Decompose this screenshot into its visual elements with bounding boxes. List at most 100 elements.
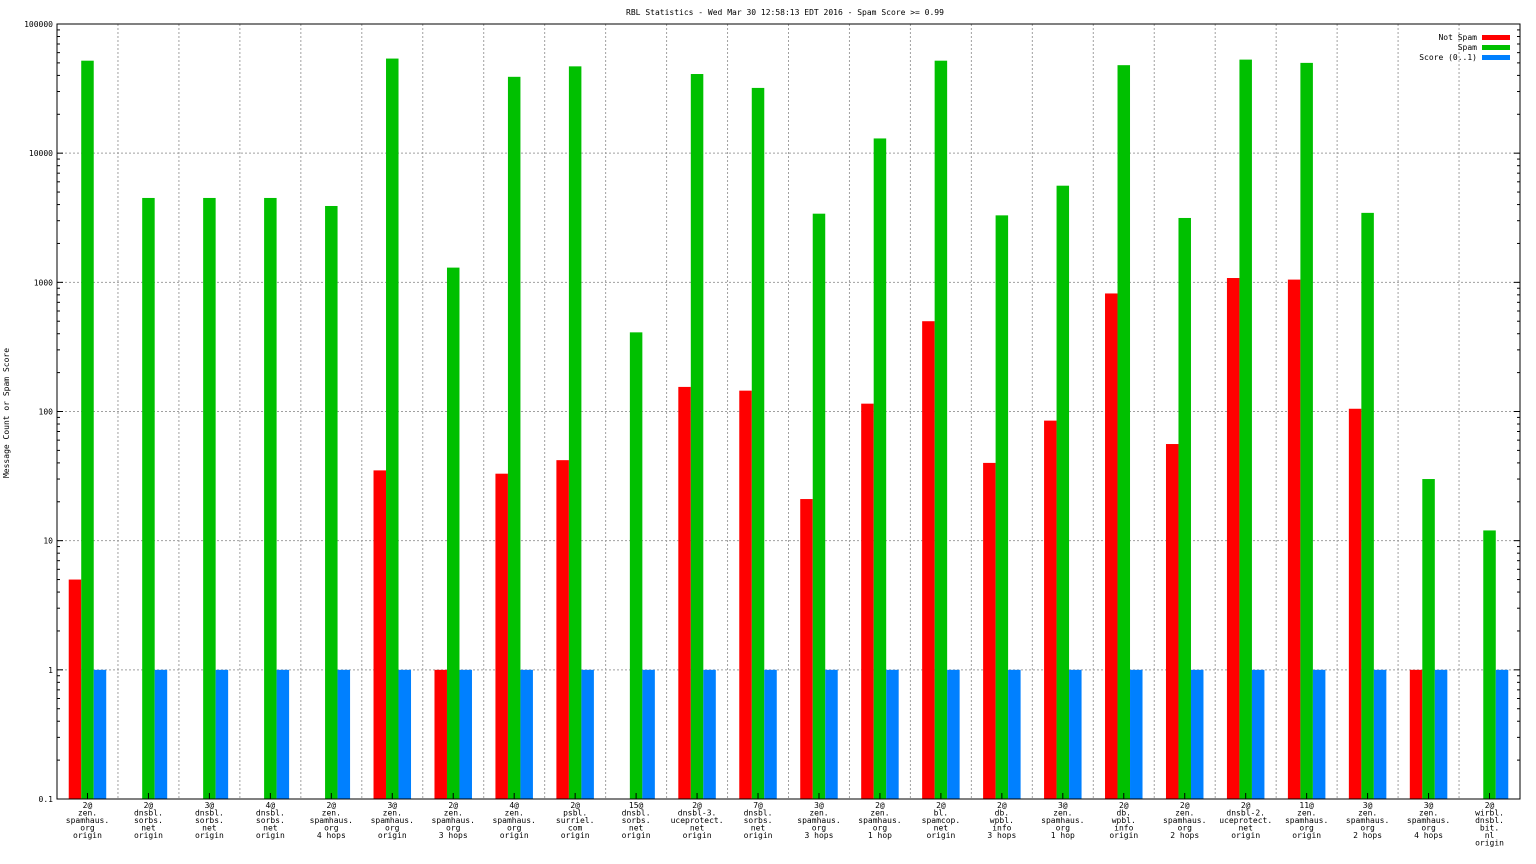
x-tick-label: 3@ (1363, 801, 1373, 810)
y-axis-label: Message Count or Spam Score (2, 348, 11, 478)
x-tick-label: spamhaus. (1285, 816, 1328, 825)
x-tick-label: uceprotect. (671, 816, 724, 825)
bar-spam (1178, 217, 1191, 800)
bar-not-spam (861, 403, 874, 799)
x-tick-label: org (812, 824, 827, 833)
bar-score-0-1 (398, 669, 412, 799)
x-tick-label: zen. (1419, 809, 1438, 818)
x-tick-label: dnsbl-3. (678, 809, 717, 818)
x-tick-label: zen. (870, 809, 889, 818)
bar-not-spam (1165, 444, 1179, 799)
x-tick-label: zen. (1053, 809, 1072, 818)
x-tick-label: zen. (322, 809, 341, 818)
bar-not-spam (1287, 279, 1301, 799)
x-tick-label: org (80, 824, 95, 833)
legend-label: Not Spam (1438, 33, 1477, 42)
bar-score-0-1 (1312, 669, 1326, 799)
x-tick-label: origin (683, 831, 712, 840)
x-tick-label: 3@ (387, 801, 397, 810)
x-tick-label: zen. (383, 809, 402, 818)
x-tick-label: 2@ (326, 801, 336, 810)
bar-score-0-1 (886, 669, 899, 799)
bar-score-0-1 (581, 669, 594, 799)
x-tick-label: wirbl. (1475, 809, 1504, 818)
bar-score-0-1 (1495, 669, 1509, 799)
bar-spam (1361, 212, 1374, 799)
x-tick-label: origin (134, 831, 163, 840)
x-tick-label: 15@ (629, 801, 644, 810)
x-tick-label: 2@ (692, 801, 702, 810)
x-tick-label: zen. (78, 809, 97, 818)
bar-score-0-1 (1373, 669, 1387, 799)
bar-spam (1300, 62, 1313, 799)
x-tick-label: 2@ (83, 801, 93, 810)
x-tick-label: 3@ (1058, 801, 1068, 810)
x-tick-label: zen. (505, 809, 524, 818)
grid (57, 24, 1520, 799)
bar-spam (1239, 59, 1252, 799)
x-tick-label: dnsbl. (134, 809, 163, 818)
x-tick-label: origin (73, 831, 102, 840)
x-tick-label: 3@ (1424, 801, 1434, 810)
bar-spam (873, 138, 887, 800)
bar-score-0-1 (764, 669, 777, 799)
bar-score-0-1 (337, 669, 351, 799)
bar-spam (1117, 65, 1131, 800)
bar-score-0-1 (459, 669, 472, 799)
bar-not-spam (495, 473, 508, 799)
x-tick-label: zen. (1175, 809, 1194, 818)
x-tick-label: net (690, 824, 705, 833)
bar-not-spam (922, 321, 935, 799)
x-tick-label: 2@ (936, 801, 946, 810)
legend-label: Spam (1458, 43, 1477, 52)
bar-score-0-1 (1434, 669, 1448, 799)
axis-ticks: 0.11101001000100001000002@zen.spamhaus.o… (24, 20, 1520, 848)
x-tick-label: origin (500, 831, 529, 840)
bar-spam (81, 60, 94, 799)
bar-not-spam (1105, 293, 1118, 799)
x-tick-label: nl (1485, 831, 1495, 840)
bar-spam (1056, 185, 1070, 799)
x-tick-label: com (568, 824, 583, 833)
bar-spam (203, 197, 216, 799)
x-tick-label: spamhaus. (1346, 816, 1389, 825)
x-tick-label: 4 hops (1414, 831, 1443, 840)
x-tick-label: info (1114, 824, 1133, 833)
bar-score-0-1 (947, 669, 960, 799)
bar-not-spam (678, 386, 691, 799)
bar-not-spam (800, 499, 813, 799)
chart-title: RBL Statistics - Wed Mar 30 12:58:13 EDT… (626, 8, 944, 17)
bar-not-spam (373, 470, 387, 799)
bar-spam (386, 58, 399, 800)
x-tick-label: spamhaus. (310, 816, 353, 825)
bar-score-0-1 (1130, 669, 1143, 799)
bar-score-0-1 (1069, 669, 1082, 799)
x-tick-label: uceprotect. (1219, 816, 1272, 825)
x-tick-label: dnsbl. (622, 809, 651, 818)
bar-spam (446, 267, 460, 799)
x-tick-label: surriel. (556, 816, 595, 825)
x-tick-label: zen. (1297, 809, 1316, 818)
x-tick-label: wpbl. (990, 816, 1014, 825)
x-tick-label: net (202, 824, 217, 833)
x-tick-label: sorbs. (622, 816, 651, 825)
x-tick-label: spamhaus. (371, 816, 414, 825)
x-tick-label: spamhaus. (1407, 816, 1450, 825)
x-tick-label: info (992, 824, 1011, 833)
bar-spam (1422, 479, 1435, 799)
bar-spam (934, 60, 948, 799)
x-tick-label: dnsbl. (256, 809, 285, 818)
x-tick-label: wpbl. (1112, 816, 1136, 825)
x-tick-label: spamhaus. (858, 816, 901, 825)
x-tick-label: dnsbl-2. (1226, 809, 1265, 818)
x-tick-label: bit. (1480, 824, 1499, 833)
x-tick-label: 2 hops (1170, 831, 1199, 840)
x-tick-label: net (1238, 824, 1253, 833)
y-tick-label: 100 (39, 408, 54, 417)
x-tick-label: 2@ (875, 801, 885, 810)
bar-score-0-1 (642, 669, 655, 799)
bar-score-0-1 (825, 669, 838, 799)
x-tick-label: 2 hops (1353, 831, 1382, 840)
